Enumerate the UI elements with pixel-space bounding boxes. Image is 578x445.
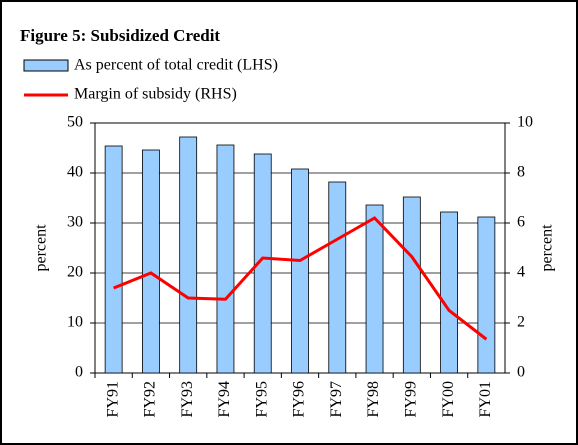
bar [365,204,384,374]
y-axis-label: percent [33,224,50,272]
bar [477,216,496,374]
legend-label: As percent of total credit (LHS) [74,57,278,74]
bar [104,145,123,374]
x-tick-label: FY99 [402,381,419,417]
x-tick-label: FY92 [142,381,159,417]
y2-tick-label: 10 [517,114,533,131]
x-tick-label: FY95 [253,381,270,417]
legend-swatch [23,59,69,72]
bar [328,181,347,374]
y2-tick-label: 0 [517,364,525,381]
y-tick-label: 20 [67,264,83,281]
bar [253,153,272,374]
bar [179,136,198,374]
y-tick-label: 50 [67,114,83,131]
y2-tick-label: 4 [517,264,525,281]
bar [402,196,421,374]
x-tick-label: FY93 [179,381,196,417]
bar [291,168,309,374]
x-tick-label: FY94 [216,381,233,417]
x-tick-label: FY01 [477,381,494,417]
y-tick-label: 40 [67,164,83,181]
y2-tick-label: 8 [517,164,525,181]
y-tick-label: 10 [67,314,83,331]
y2-tick-label: 6 [517,214,525,231]
bar [440,211,458,374]
x-tick-label: FY98 [365,381,382,417]
x-tick-label: FY96 [291,381,308,417]
x-tick-label: FY00 [440,381,457,417]
chart-title: Figure 5: Subsidized Credit [20,26,220,45]
y2-tick-label: 2 [517,314,525,331]
x-tick-label: FY97 [328,381,345,417]
bar [142,149,160,374]
line [113,216,488,341]
y2-axis-label: percent [539,224,556,272]
legend-label: Margin of subsidy (RHS) [74,86,237,103]
x-tick-label: FY91 [104,381,121,417]
y-tick-label: 30 [67,214,83,231]
bar [216,144,235,374]
y-tick-label: 0 [75,364,83,381]
